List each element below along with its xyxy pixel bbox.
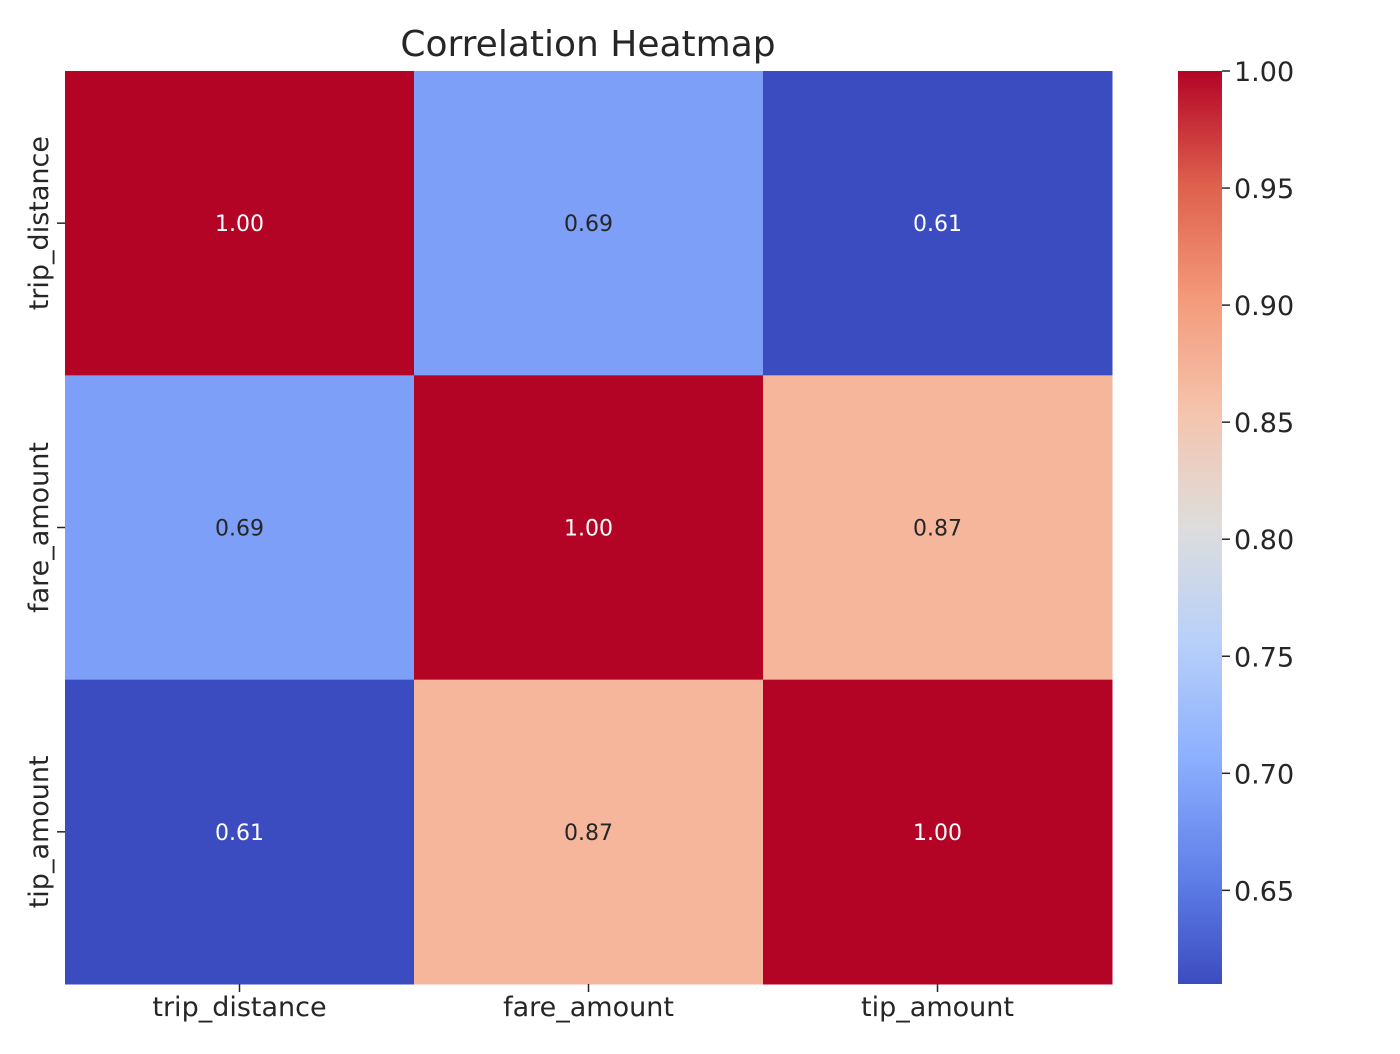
colorbar-tick-label: 1.00: [1234, 57, 1294, 88]
colorbar-ticks: 0.65 0.70 0.75 0.80 0.85 0.90 0.95 1.00: [1222, 57, 1294, 907]
heatmap-cell: [763, 71, 1113, 376]
heatmap-cell: [414, 679, 764, 985]
y-tick-label: fare_amount: [24, 442, 55, 613]
x-axis: trip_distance fare_amount tip_amount: [152, 984, 1014, 1023]
heatmap-cell: [763, 375, 1113, 681]
cell-annotation: 1.00: [564, 517, 613, 542]
colorbar-tick-label: 0.75: [1234, 642, 1294, 673]
colorbar-tick-label: 0.70: [1234, 759, 1294, 790]
cell-annotation: 0.87: [913, 517, 962, 542]
heatmap-cell: [65, 375, 415, 681]
colorbar-tick-label: 0.65: [1234, 876, 1294, 907]
y-axis: trip_distance fare_amount tip_amount: [24, 136, 65, 908]
y-tick-label: tip_amount: [24, 755, 55, 908]
heatmap-cell: [65, 679, 415, 985]
cell-annotation: 0.69: [564, 212, 613, 237]
cell-annotation: 0.69: [215, 517, 264, 542]
colorbar-gradient: [1178, 71, 1222, 984]
heatmap-cell: [763, 679, 1113, 985]
heatmap-cell: [65, 71, 415, 376]
colorbar-tick-label: 0.80: [1234, 525, 1294, 556]
chart-title: Correlation Heatmap: [400, 24, 775, 65]
heatmap-cells: [65, 71, 1113, 985]
cell-annotation: 0.61: [913, 212, 962, 237]
x-tick-label: fare_amount: [503, 992, 674, 1023]
y-tick-label: trip_distance: [24, 136, 55, 310]
cell-annotation: 1.00: [913, 821, 962, 846]
cell-annotation: 0.87: [564, 821, 613, 846]
colorbar-tick-label: 0.95: [1234, 174, 1294, 205]
cell-annotation: 1.00: [215, 212, 264, 237]
colorbar: 0.65 0.70 0.75 0.80 0.85 0.90 0.95 1.00: [1178, 57, 1294, 984]
colorbar-tick-label: 0.85: [1234, 408, 1294, 439]
x-tick-label: tip_amount: [861, 992, 1014, 1023]
colorbar-tick-label: 0.90: [1234, 291, 1294, 322]
heatmap-annotations: 1.00 0.69 0.61 0.69 1.00 0.87 0.61 0.87 1.00: [215, 212, 962, 846]
heatmap-cell: [414, 71, 764, 376]
x-tick-label: trip_distance: [152, 992, 326, 1023]
cell-annotation: 0.61: [215, 821, 264, 846]
heatmap-cell: [414, 375, 764, 681]
